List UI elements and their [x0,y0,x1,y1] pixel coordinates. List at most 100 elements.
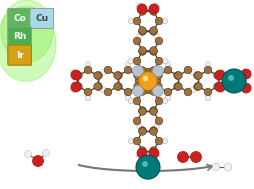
Circle shape [139,108,146,115]
Circle shape [150,147,157,154]
Circle shape [224,163,232,171]
Circle shape [195,83,202,90]
Circle shape [42,149,50,156]
Circle shape [149,148,159,158]
Circle shape [84,88,92,96]
Circle shape [205,61,211,67]
Circle shape [139,47,146,54]
Circle shape [134,72,141,79]
Ellipse shape [1,0,53,62]
Circle shape [139,28,146,35]
Circle shape [165,95,171,101]
Circle shape [139,27,146,34]
Circle shape [137,148,147,158]
Circle shape [104,66,112,74]
Circle shape [137,153,142,159]
Text: Rh: Rh [13,32,26,41]
Circle shape [95,83,102,90]
Circle shape [100,70,106,75]
Circle shape [220,87,226,92]
Circle shape [133,37,141,45]
Circle shape [162,138,168,144]
Circle shape [150,67,157,74]
Circle shape [128,18,134,24]
Circle shape [139,48,146,55]
Circle shape [155,83,162,90]
Text: Cu: Cu [35,14,48,23]
Circle shape [84,66,92,74]
FancyBboxPatch shape [8,9,31,28]
Circle shape [214,72,221,79]
Circle shape [220,70,226,75]
Circle shape [150,128,157,135]
Circle shape [175,83,182,90]
Circle shape [95,72,102,79]
Circle shape [215,82,225,92]
Circle shape [94,83,101,90]
Circle shape [241,69,251,79]
Circle shape [135,77,143,85]
FancyBboxPatch shape [8,45,31,65]
Circle shape [85,95,91,101]
FancyBboxPatch shape [30,9,54,28]
Circle shape [133,57,141,65]
Circle shape [155,117,163,125]
Circle shape [150,88,157,95]
Circle shape [137,33,142,39]
Circle shape [142,161,148,167]
Circle shape [33,156,43,167]
Circle shape [94,72,101,79]
Circle shape [153,77,161,85]
Circle shape [154,33,159,39]
Circle shape [195,72,202,79]
Circle shape [139,67,146,74]
Circle shape [134,83,141,90]
Circle shape [205,95,211,101]
Circle shape [139,72,157,90]
Circle shape [100,87,106,92]
Circle shape [150,127,157,134]
Circle shape [85,61,91,67]
Circle shape [114,83,121,90]
Circle shape [70,70,76,75]
Circle shape [150,108,157,115]
Circle shape [71,70,81,80]
Circle shape [150,107,157,114]
Circle shape [150,28,157,35]
Circle shape [150,48,157,55]
Circle shape [155,37,163,45]
Circle shape [228,75,234,81]
Circle shape [155,57,163,65]
FancyBboxPatch shape [8,9,31,28]
Circle shape [162,58,168,64]
Circle shape [155,17,163,25]
Circle shape [178,152,188,163]
Circle shape [214,83,221,90]
Text: Cu: Cu [35,14,48,23]
Circle shape [165,61,171,67]
Circle shape [152,66,163,77]
Circle shape [204,66,212,74]
Circle shape [152,85,163,96]
Circle shape [162,98,168,104]
Circle shape [215,70,225,80]
FancyBboxPatch shape [8,27,31,47]
Circle shape [154,123,159,129]
Circle shape [124,88,132,96]
Circle shape [75,83,82,90]
Circle shape [154,3,159,9]
Circle shape [115,83,122,90]
Circle shape [155,137,163,145]
Circle shape [164,66,172,74]
Circle shape [133,85,144,96]
Circle shape [155,97,163,105]
Circle shape [133,117,141,125]
FancyBboxPatch shape [30,9,54,28]
Circle shape [164,88,172,96]
Circle shape [128,98,134,104]
Circle shape [194,72,201,79]
Circle shape [137,3,142,9]
Text: Co: Co [13,14,26,23]
Circle shape [143,76,148,81]
Circle shape [139,147,146,154]
